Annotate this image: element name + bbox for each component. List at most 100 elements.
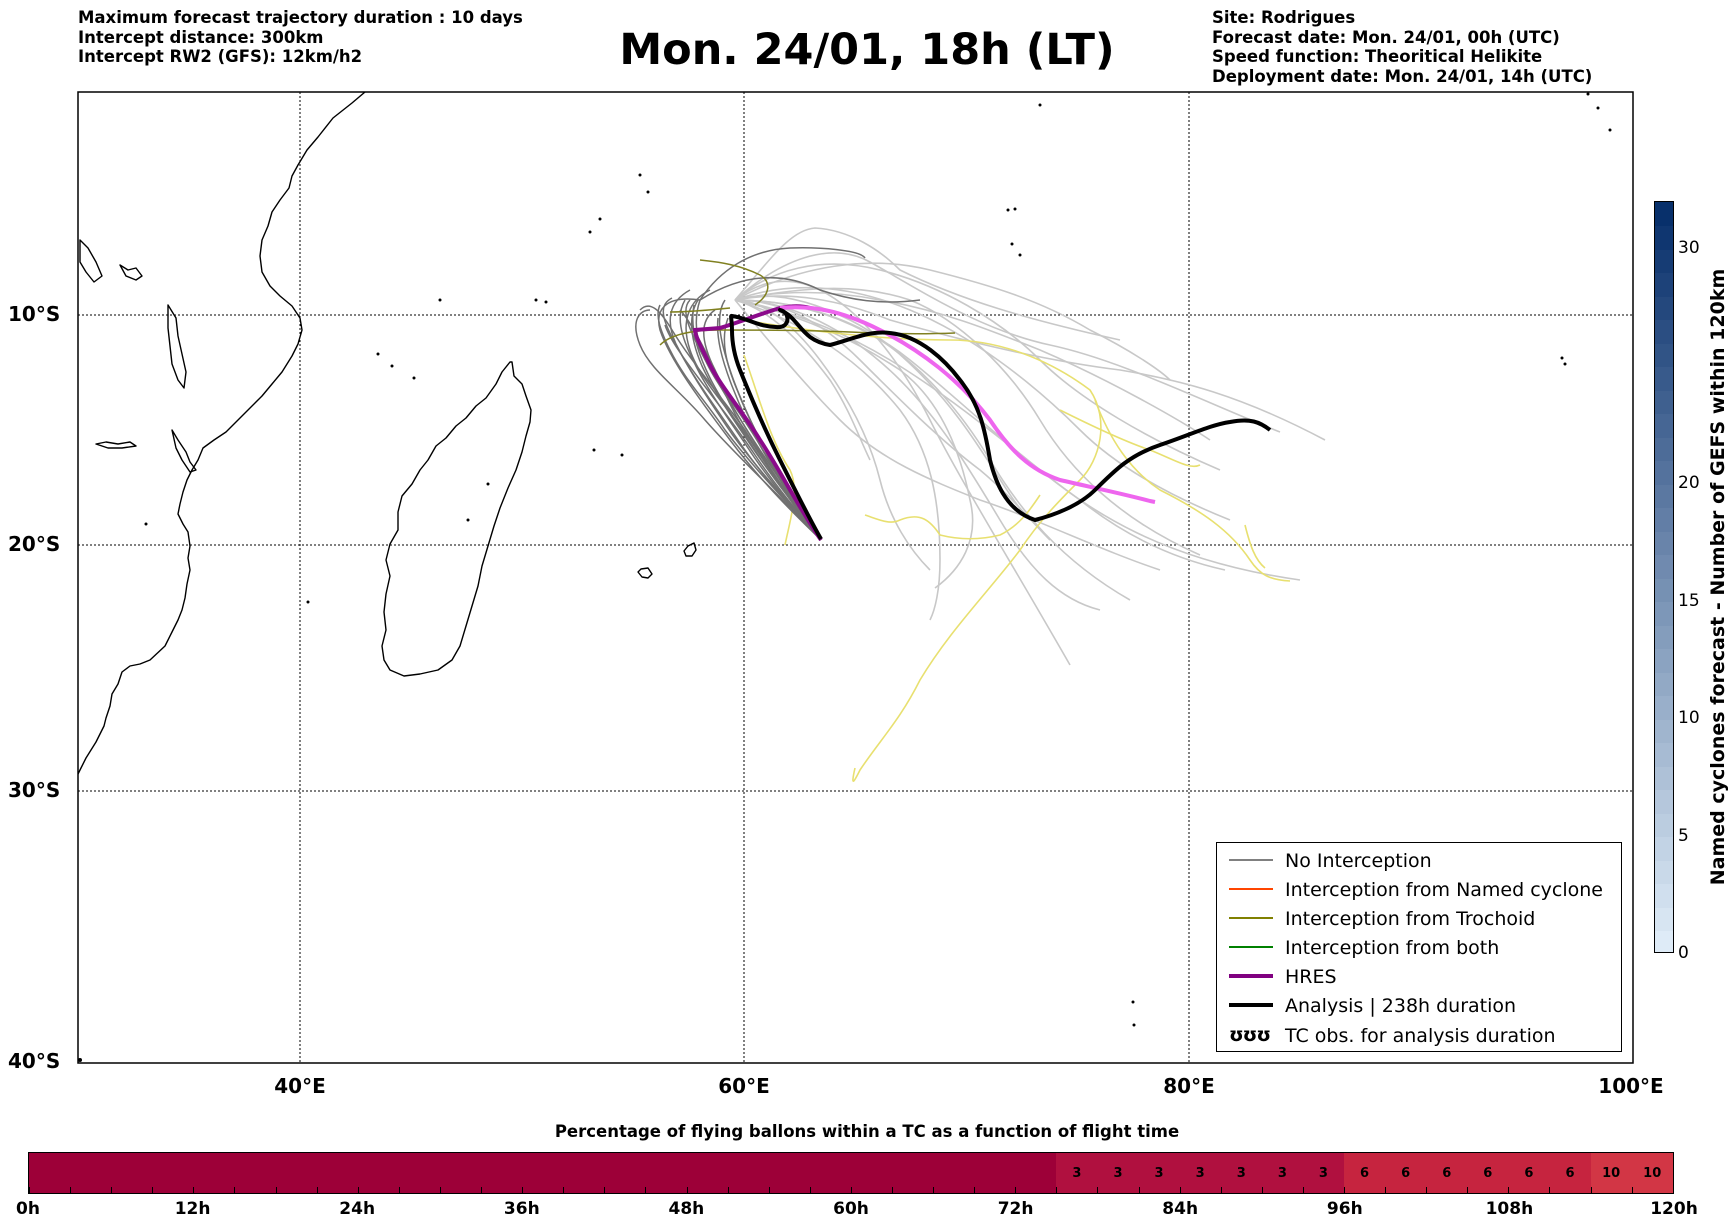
colorbar-segment	[1655, 272, 1673, 297]
colorbar-tick-label: 30	[1678, 238, 1700, 258]
comoros-sea-coast	[167, 304, 187, 389]
legend: No Interception Interception from Named …	[1216, 842, 1622, 1052]
colorbar-segment	[1655, 672, 1673, 696]
legend-label-trochoid: Interception from Trochoid	[1285, 908, 1536, 930]
cyclone-symbol-icon: ʊʊʊ	[1229, 1024, 1271, 1046]
legend-swatch-analysis	[1229, 1003, 1273, 1007]
legend-swatch-trochoid	[1229, 917, 1273, 919]
legend-item-named-cyclone: Interception from Named cyclone	[1223, 876, 1617, 904]
percentage-cell: 3	[1220, 1153, 1262, 1193]
colorbar	[1654, 201, 1674, 953]
percentage-cell: 6	[1467, 1153, 1509, 1193]
percentage-cell	[398, 1153, 440, 1193]
colorbar-segment	[1655, 601, 1673, 626]
percentage-cell	[29, 1153, 71, 1193]
percentage-cell: 6	[1549, 1153, 1591, 1193]
percentage-cell	[974, 1153, 1016, 1193]
percentage-cell	[686, 1153, 728, 1193]
legend-item-analysis: Analysis | 238h duration	[1223, 992, 1617, 1020]
colorbar-segment	[1655, 390, 1673, 414]
percentage-cell: 10	[1590, 1153, 1632, 1193]
time-axis-label: 72h	[997, 1199, 1034, 1219]
percentage-cell	[152, 1153, 194, 1193]
colorbar-segment	[1655, 813, 1673, 837]
percentage-tick	[357, 1187, 359, 1193]
percentage-cell: 3	[1179, 1153, 1221, 1193]
percentage-tick	[275, 1187, 277, 1193]
percentage-tick	[1385, 1187, 1387, 1193]
hres-track-late	[779, 305, 1156, 504]
colorbar-title: Named cyclones forecast - Number of GEFS…	[1707, 268, 1729, 886]
time-axis-label: 48h	[668, 1199, 705, 1219]
lon-label-60e: 60°E	[718, 1074, 770, 1098]
legend-item-hres: HRES	[1223, 963, 1617, 991]
percentage-tick	[1302, 1187, 1304, 1193]
lat-label-20s: 20°S	[8, 532, 61, 556]
legend-label-analysis: Analysis | 238h duration	[1285, 995, 1517, 1017]
percentage-cell	[481, 1153, 523, 1193]
colorbar-segment	[1655, 719, 1673, 743]
colorbar-segment	[1655, 742, 1673, 767]
percentage-tick	[1590, 1187, 1592, 1193]
colorbar-segment	[1655, 202, 1673, 226]
colorbar-segment	[1655, 625, 1673, 649]
time-axis-label: 0h	[16, 1199, 40, 1219]
legend-swatch-hres	[1229, 974, 1273, 978]
colorbar-segment	[1655, 249, 1673, 273]
colorbar-segment	[1655, 789, 1673, 814]
colorbar-segment	[1655, 343, 1673, 367]
legend-item-no-interception: No Interception	[1223, 847, 1617, 875]
colorbar-segment	[1655, 907, 1673, 931]
legend-swatch-no-interception	[1229, 859, 1273, 861]
colorbar-segment	[1655, 507, 1673, 532]
percentage-cell: 6	[1344, 1153, 1386, 1193]
percentage-cell	[357, 1153, 399, 1193]
legend-label-no-interception: No Interception	[1285, 850, 1432, 872]
colorbar-segment	[1655, 554, 1673, 579]
legend-label-hres: HRES	[1285, 966, 1337, 988]
ensemble-yellow	[743, 319, 1291, 782]
percentage-tick	[522, 1187, 524, 1193]
mauritius-island	[637, 567, 653, 579]
colorbar-segment	[1655, 883, 1673, 908]
percentage-tick	[193, 1187, 195, 1193]
somali-coast-islands	[171, 429, 197, 473]
percentage-tick	[645, 1187, 647, 1193]
colorbar-segment	[1655, 413, 1673, 438]
colorbar-tick-label: 10	[1678, 708, 1700, 728]
forecast-date-text: Forecast date: Mon. 24/01, 00h (UTC)	[1212, 27, 1560, 47]
percentage-cell	[522, 1153, 564, 1193]
percentage-cell: 6	[1508, 1153, 1550, 1193]
colorbar-segment	[1655, 437, 1673, 461]
legend-label-both: Interception from both	[1285, 937, 1500, 959]
time-axis-label: 60h	[833, 1199, 869, 1219]
percentage-tick	[111, 1187, 113, 1193]
colorbar-segment	[1655, 930, 1673, 952]
ensemble-light	[734, 227, 1326, 666]
percentage-tick	[481, 1187, 483, 1193]
colorbar-tick-label: 0	[1678, 943, 1689, 963]
legend-swatch-named-cyclone	[1229, 888, 1273, 890]
ensemble-dark	[635, 247, 921, 541]
colorbar-segment	[1655, 296, 1673, 320]
percentage-cell	[768, 1153, 810, 1193]
percentage-cell: 10	[1631, 1153, 1673, 1193]
percentage-cell: 3	[1138, 1153, 1180, 1193]
legend-item-trochoid: Interception from Trochoid	[1223, 905, 1617, 933]
time-axis-label: 120h	[1650, 1199, 1698, 1219]
legend-swatch-both	[1229, 946, 1273, 948]
percentage-tick	[974, 1187, 976, 1193]
percentage-cell: 6	[1426, 1153, 1468, 1193]
percentage-tick	[563, 1187, 565, 1193]
lat-label-10s: 10°S	[8, 302, 61, 326]
colorbar-segment	[1655, 836, 1673, 861]
lon-label-40e: 40°E	[274, 1074, 326, 1098]
percentage-cell: 6	[1385, 1153, 1427, 1193]
percentage-cell: 3	[1302, 1153, 1344, 1193]
colorbar-tick-label: 5	[1678, 825, 1689, 846]
time-axis-label: 24h	[339, 1199, 376, 1219]
percentage-cell	[891, 1153, 934, 1193]
percentage-cell	[933, 1153, 975, 1193]
percentage-tick	[768, 1187, 770, 1193]
reunion-island	[683, 542, 697, 557]
